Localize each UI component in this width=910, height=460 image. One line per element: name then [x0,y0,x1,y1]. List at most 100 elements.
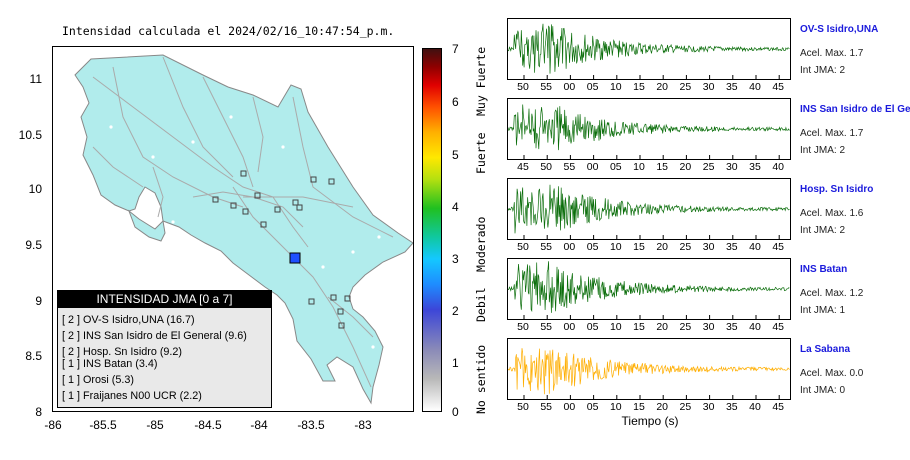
station-marker [296,204,303,211]
waveform-tick: 35 [725,401,738,413]
waveform-trace [507,348,790,399]
map-x-tick: -86 [44,418,62,432]
waveform-tick: 50 [540,161,553,173]
waveform-tick: 15 [656,161,669,173]
waveform-tick: 20 [656,321,669,333]
waveform-tick: 25 [679,401,692,413]
waveform-trace [507,261,790,319]
nicoya-peninsula [127,209,166,242]
intensity-colorbar [422,48,442,412]
waveform-tick: 40 [749,81,761,93]
waveform-tick: 20 [656,81,669,93]
waveform-tick: 50 [517,401,529,413]
legend-row: [ 2 ] OV-S Isidro,UNA (16.7) [62,314,195,326]
legend-row: [ 2 ] Hosp. Sn Isidro (9.2) [62,346,182,358]
legend-level: [ 2 ] [62,346,81,358]
waveform-panel[interactable] [507,178,791,240]
legend-station: INS San Isidro de El General (9.6) [83,330,247,342]
station-max-accel: Acel. Max. 1.7 [800,128,864,139]
waveform-tick: 30 [702,401,715,413]
waveform-trace [507,184,790,239]
waveform-trace [507,23,790,79]
station-max-accel: Acel. Max. 1.2 [800,288,864,299]
waveform-tick: 55 [540,321,553,333]
station-max-accel: Acel. Max. 1.6 [800,208,864,219]
waveform-tick: 25 [679,241,692,253]
road-network [92,56,394,388]
legend-level: [ 1 ] [62,358,81,370]
colorbar-tick: 2 [452,304,459,318]
legend-header: INTENSIDAD JMA [0 a 7] [58,291,271,308]
colorbar-class-label: Fuerte [474,132,488,174]
waveform-tick: 40 [749,241,761,253]
station-jma-intensity: Int JMA: 1 [800,305,846,316]
intensity-map[interactable] [52,46,414,412]
waveform-tick: 50 [517,321,529,333]
station-name: OV-S Isidro,UNA [800,24,879,35]
map-x-tick: -83.5 [297,418,325,432]
waveform-tick: 20 [656,241,669,253]
colorbar-tick: 4 [452,200,459,214]
waveform-tick: 40 [772,161,785,173]
station-marker [344,295,351,302]
colorbar-tick: 6 [452,95,459,109]
waveform-tick: 55 [540,401,553,413]
waveform-tick: 45 [772,321,785,333]
station-marker [308,298,315,305]
colorbar-class-label: Moderado [474,216,488,272]
waveform-tick: 00 [586,161,599,173]
waveform-tick: 15 [633,401,645,413]
time-axis-label: Tiempo (s) [621,414,679,428]
station-marker [212,196,219,203]
map-x-tick: -85.5 [89,418,117,432]
waveform-tick: 55 [540,81,553,93]
waveform-tick: 00 [563,241,576,253]
waveform-tick: 50 [517,241,529,253]
station-marker [330,294,337,301]
colorbar-tick: 0 [452,405,459,419]
intensity-legend: INTENSIDAD JMA [0 a 7] [ 2 ] OV-S Isidro… [57,290,272,408]
station-marker [310,176,317,183]
waveform-panel[interactable] [507,18,791,80]
waveform-tick: 25 [679,81,692,93]
map-x-tick: -84.5 [194,418,222,432]
waveform-tick: 10 [609,81,622,93]
waveform-tick: 00 [563,321,576,333]
waveform-tick: 30 [725,161,738,173]
station-marker [338,322,345,329]
waveform-tick: 30 [702,321,715,333]
waveform-tick: 55 [540,241,553,253]
colorbar-tick: 7 [452,42,459,56]
waveform-tick: 05 [586,81,599,93]
legend-station: Fraijanes N00 UCR (2.2) [83,390,202,402]
station-name: La Sabana [800,344,851,355]
waveform-tick: 35 [725,81,738,93]
legend-level: [ 2 ] [62,314,81,326]
station-marker [274,206,281,213]
waveform-tick: 40 [749,321,761,333]
station-name: INS Batan [800,264,848,275]
map-x-tick: -83 [354,418,372,432]
map-y-tick: 10 [28,182,42,196]
legend-level: [ 2 ] [62,330,81,342]
station-markers [212,170,351,329]
waveform-tick: 40 [749,401,761,413]
waveform-panel[interactable] [507,338,791,400]
waveform-tick: 00 [563,401,576,413]
waveform-panel[interactable] [507,98,791,160]
waveform-tick: 25 [679,321,692,333]
legend-level: [ 1 ] [62,390,81,402]
map-y-tick: 9.5 [25,238,42,252]
map-y-tick: 10.5 [18,128,42,142]
station-marker [254,192,261,199]
station-jma-intensity: Int JMA: 2 [800,225,846,236]
legend-row: [ 1 ] INS Batan (3.4) [62,358,157,370]
legend-row: [ 1 ] Fraijanes N00 UCR (2.2) [62,390,202,402]
waveform-tick: 25 [702,161,715,173]
station-marker [328,178,335,185]
waveform-panel[interactable] [507,258,791,320]
waveform-tick: 30 [702,241,715,253]
waveform-tick: 35 [749,161,761,173]
waveform-tick: 20 [656,401,669,413]
station-marker [337,308,344,315]
